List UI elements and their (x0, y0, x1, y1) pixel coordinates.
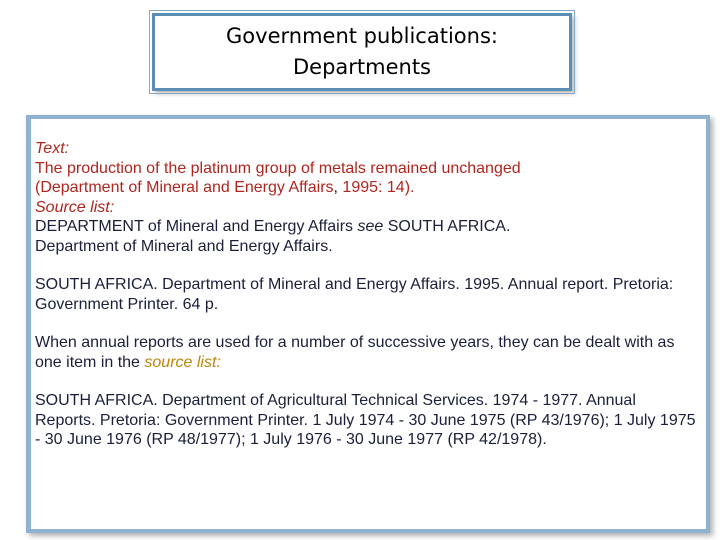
text-example-line: The production of the platinum group of … (35, 159, 521, 177)
slide-title-box: Government publications: Departments (149, 10, 575, 94)
source-entry-annual-reports-series: SOUTH AFRICA. Department of Agricultural… (35, 392, 696, 448)
slide-title-line-1: Government publications: (226, 24, 498, 48)
text-citation-open: (Department of Mineral and Energy Affair… (35, 179, 334, 196)
cross-reference-target: SOUTH AFRICA. (383, 218, 511, 235)
text-example: The production of the platinum group of … (35, 159, 700, 198)
cross-reference-see: see (357, 218, 384, 235)
text-label: Text: (35, 140, 70, 157)
text-citation-comma: , (333, 179, 338, 196)
text-citation-close: 1995: 14). (337, 179, 415, 196)
annual-reports-note-text: When annual reports are used for a numbe… (35, 334, 675, 371)
annual-reports-note-emphasis: source list: (144, 353, 221, 371)
cross-reference: DEPARTMENT of Mineral and Energy Affairs… (35, 217, 700, 256)
annual-reports-note: When annual reports are used for a numbe… (35, 333, 700, 372)
slide-content-box: Text: The production of the platinum gro… (26, 115, 710, 533)
cross-reference-line-2: Department of Mineral and Energy Affairs… (35, 237, 333, 255)
slide-title-line-2: Departments (292, 55, 432, 79)
source-entry-annual-report: SOUTH AFRICA. Department of Mineral and … (35, 276, 674, 313)
source-list-label: Source list: (35, 198, 115, 216)
cross-reference-heading: DEPARTMENT of Mineral and Energy Affairs (35, 218, 358, 235)
